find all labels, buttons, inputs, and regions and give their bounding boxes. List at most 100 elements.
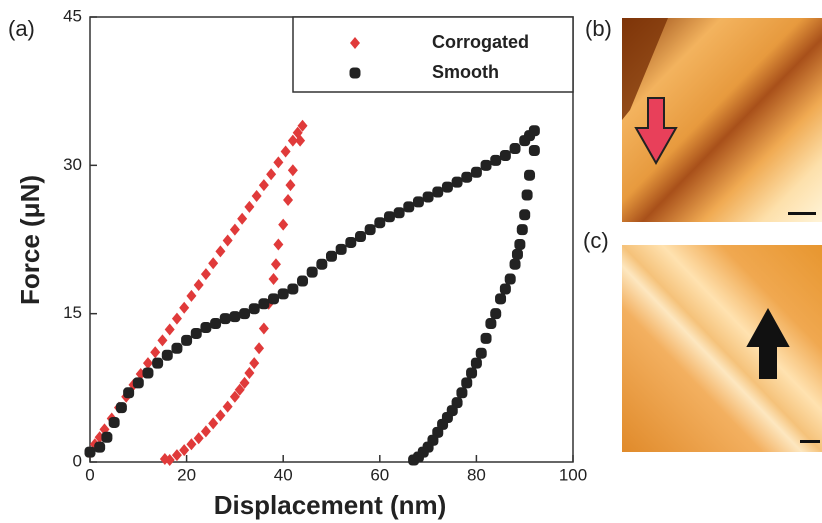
data-point xyxy=(295,134,306,147)
data-point xyxy=(528,145,540,156)
data-point xyxy=(200,322,212,334)
legend-label: Corrogated xyxy=(432,32,529,52)
data-point xyxy=(161,349,173,361)
data-point xyxy=(150,346,161,359)
data-point xyxy=(251,189,262,202)
y-tick-label: 30 xyxy=(63,155,82,174)
data-point xyxy=(234,383,245,396)
data-point xyxy=(470,357,482,369)
data-point xyxy=(408,454,420,466)
data-point xyxy=(229,390,240,403)
data-point xyxy=(268,293,280,305)
data-point xyxy=(495,293,507,305)
y-tick-label: 0 xyxy=(73,451,82,470)
data-point xyxy=(511,248,523,260)
data-point xyxy=(490,308,502,320)
data-point xyxy=(115,402,127,414)
data-point xyxy=(190,327,202,339)
data-point xyxy=(287,134,298,147)
legend-marker xyxy=(349,67,361,79)
data-point xyxy=(354,231,366,243)
data-point xyxy=(258,322,269,335)
data-point xyxy=(171,312,182,325)
data-point xyxy=(335,243,347,255)
data-point xyxy=(461,171,473,183)
data-point xyxy=(516,224,528,236)
data-point xyxy=(283,193,294,206)
data-point xyxy=(441,181,453,193)
afm-image-c xyxy=(622,245,822,452)
data-point xyxy=(273,238,284,251)
data-point xyxy=(403,201,415,213)
legend-marker xyxy=(350,37,360,49)
data-point xyxy=(123,387,135,399)
data-point xyxy=(480,159,492,171)
data-point xyxy=(480,332,492,344)
y-axis-label: Force (μN) xyxy=(15,175,45,305)
data-point xyxy=(181,334,193,346)
data-point xyxy=(277,288,289,300)
data-point xyxy=(297,119,308,132)
data-point xyxy=(244,367,255,379)
data-point xyxy=(164,323,175,336)
data-point xyxy=(239,308,251,320)
data-point xyxy=(142,357,153,370)
data-point xyxy=(499,149,511,161)
data-point xyxy=(280,145,291,158)
data-point xyxy=(504,273,516,285)
data-point xyxy=(222,234,233,247)
panel-label: (c) xyxy=(583,228,609,253)
data-point xyxy=(94,441,106,453)
x-tick-label: 80 xyxy=(467,465,486,484)
panel-label: (a) xyxy=(8,16,35,41)
data-point xyxy=(101,431,113,443)
data-point xyxy=(306,266,318,278)
data-point xyxy=(152,357,164,369)
data-point xyxy=(229,223,240,236)
data-point xyxy=(451,176,463,188)
data-point xyxy=(268,273,279,286)
data-point xyxy=(215,245,226,258)
data-point xyxy=(278,218,289,231)
data-point xyxy=(364,224,376,236)
x-tick-label: 0 xyxy=(85,465,94,484)
data-point xyxy=(179,444,190,457)
data-point xyxy=(345,236,357,248)
data-point xyxy=(142,367,154,379)
data-point xyxy=(521,189,533,201)
data-point xyxy=(456,387,468,399)
data-point xyxy=(466,367,478,379)
data-point xyxy=(186,289,197,302)
data-point xyxy=(461,377,473,389)
data-point xyxy=(108,416,120,428)
data-point xyxy=(171,342,183,354)
data-point xyxy=(383,211,395,223)
data-point xyxy=(244,200,255,213)
data-point xyxy=(432,186,444,198)
x-tick-label: 100 xyxy=(559,465,587,484)
data-point xyxy=(215,409,226,422)
data-point xyxy=(186,438,197,451)
data-point xyxy=(297,275,309,287)
data-point xyxy=(519,209,531,221)
data-point xyxy=(514,238,526,250)
y-tick-label: 45 xyxy=(63,6,82,25)
data-point xyxy=(219,313,231,325)
panel-label: (b) xyxy=(585,16,612,41)
data-point xyxy=(287,283,299,295)
data-point xyxy=(159,453,170,466)
x-tick-label: 40 xyxy=(274,465,293,484)
y-tick-label: 15 xyxy=(63,303,82,322)
data-point xyxy=(179,301,190,314)
data-point xyxy=(393,207,405,219)
data-point xyxy=(499,283,511,295)
data-point xyxy=(412,196,424,208)
data-point xyxy=(422,191,434,203)
data-point xyxy=(326,250,337,262)
data-point xyxy=(84,446,96,458)
x-tick-label: 60 xyxy=(370,465,389,484)
data-point xyxy=(248,303,260,315)
data-point xyxy=(254,342,265,355)
data-point xyxy=(208,417,219,430)
data-point xyxy=(470,166,482,178)
